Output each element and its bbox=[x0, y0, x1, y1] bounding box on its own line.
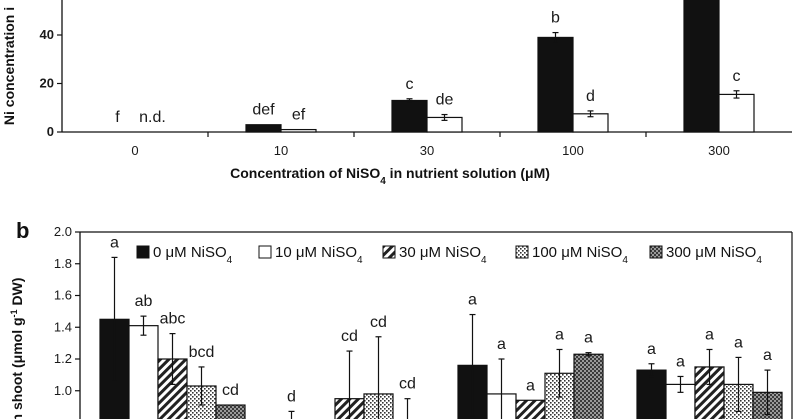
significance-letter: c bbox=[733, 68, 741, 85]
legend-swatch-dots bbox=[515, 245, 529, 259]
legend-swatch-cross bbox=[649, 245, 663, 259]
bar-group3-cross bbox=[573, 353, 604, 419]
significance-letter: d bbox=[586, 88, 595, 105]
bar-group1-diag bbox=[157, 358, 188, 419]
significance-letter-b: ab bbox=[135, 293, 153, 310]
y-tick-label-b: 1.0 bbox=[54, 383, 72, 398]
legend-label: 30 μM NiSO4 bbox=[399, 244, 487, 266]
significance-letter-b: cd bbox=[399, 376, 416, 393]
significance-letter: de bbox=[436, 92, 454, 109]
y-tick-label: 0 bbox=[47, 124, 54, 139]
y-tick-label-b: 1.8 bbox=[54, 256, 72, 271]
legend-swatch-solid bbox=[136, 245, 150, 259]
bar-100-s1 bbox=[537, 36, 574, 133]
significance-letter-b: a bbox=[705, 326, 714, 343]
y-tick-label-b: 2.0 bbox=[54, 224, 72, 239]
significance-letter-b: a bbox=[676, 353, 685, 370]
significance-letter-b: cd bbox=[341, 328, 358, 345]
bar-10-s2 bbox=[280, 128, 317, 133]
panel-label-b: b bbox=[16, 218, 29, 243]
bar-group1-cross bbox=[215, 404, 246, 419]
legend-label: 10 μM NiSO4 bbox=[275, 244, 363, 266]
significance-letter-b: a bbox=[763, 347, 772, 364]
bar-30-s1 bbox=[391, 99, 428, 133]
significance-letter-b: a bbox=[526, 377, 535, 394]
legend-swatch-diag bbox=[382, 245, 396, 259]
y-tick-label-b: 1.2 bbox=[54, 351, 72, 366]
significance-letter-b: a bbox=[647, 341, 656, 358]
significance-letter-b: bcd bbox=[189, 344, 215, 361]
significance-letter-b: d bbox=[287, 388, 296, 405]
bar-group1-white bbox=[128, 325, 159, 419]
y-axis-title-b: n shoot (μmol g-1 DW) bbox=[9, 278, 25, 419]
x-tick-label: 30 bbox=[420, 143, 434, 158]
significance-letter: n.d. bbox=[139, 109, 166, 126]
significance-letter-b: a bbox=[110, 234, 119, 251]
bar-300-s2 bbox=[718, 93, 755, 133]
bar-10-s1 bbox=[245, 124, 282, 133]
significance-letter: def bbox=[252, 102, 275, 119]
bar-group3-diag bbox=[515, 399, 546, 419]
significance-letter-b: cd bbox=[222, 382, 239, 399]
y-axis-title: Ni concentration i bbox=[1, 7, 17, 125]
significance-letter-b: cd bbox=[370, 314, 387, 331]
panel-a-chart: 0 20 40 0 f n.d. 10 def ef 30 c de 100 b d 300 c Ni conce… bbox=[1, 0, 792, 187]
x-tick-label: 10 bbox=[274, 143, 288, 158]
bar-group4-solid bbox=[636, 369, 667, 419]
bar-300-s1 bbox=[683, 0, 720, 133]
legend-label: 100 μM NiSO4 bbox=[532, 244, 628, 266]
panel-b-chart: b 1.0 1.2 1.4 1.6 1.8 2.0 n shoot (μmol g-1 DW)… bbox=[9, 218, 793, 419]
significance-letter-b: a bbox=[555, 326, 564, 343]
x-axis-title: Concentration of NiSO4 in nutrient solut… bbox=[230, 165, 550, 187]
significance-letter-b: a bbox=[734, 334, 743, 351]
significance-letter: ef bbox=[292, 107, 306, 124]
significance-letter-b: a bbox=[584, 330, 593, 347]
significance-letter: b bbox=[551, 10, 560, 27]
legend-swatch-white bbox=[258, 245, 272, 259]
x-tick-label: 100 bbox=[562, 143, 584, 158]
significance-letter-b: abc bbox=[160, 311, 186, 328]
y-tick-label: 20 bbox=[40, 76, 54, 91]
legend-label: 0 μM NiSO4 bbox=[153, 244, 233, 266]
x-tick-label: 300 bbox=[708, 143, 730, 158]
x-tick-label: 0 bbox=[131, 143, 138, 158]
y-tick-label-b: 1.6 bbox=[54, 288, 72, 303]
significance-letter-b: a bbox=[468, 292, 477, 309]
y-tick-label: 40 bbox=[40, 27, 54, 42]
significance-letter: c bbox=[406, 76, 414, 93]
legend-label: 300 μM NiSO4 bbox=[666, 244, 762, 266]
significance-letter: f bbox=[115, 109, 120, 126]
significance-letter-b: a bbox=[497, 336, 506, 353]
y-tick-label-b: 1.4 bbox=[54, 319, 72, 334]
